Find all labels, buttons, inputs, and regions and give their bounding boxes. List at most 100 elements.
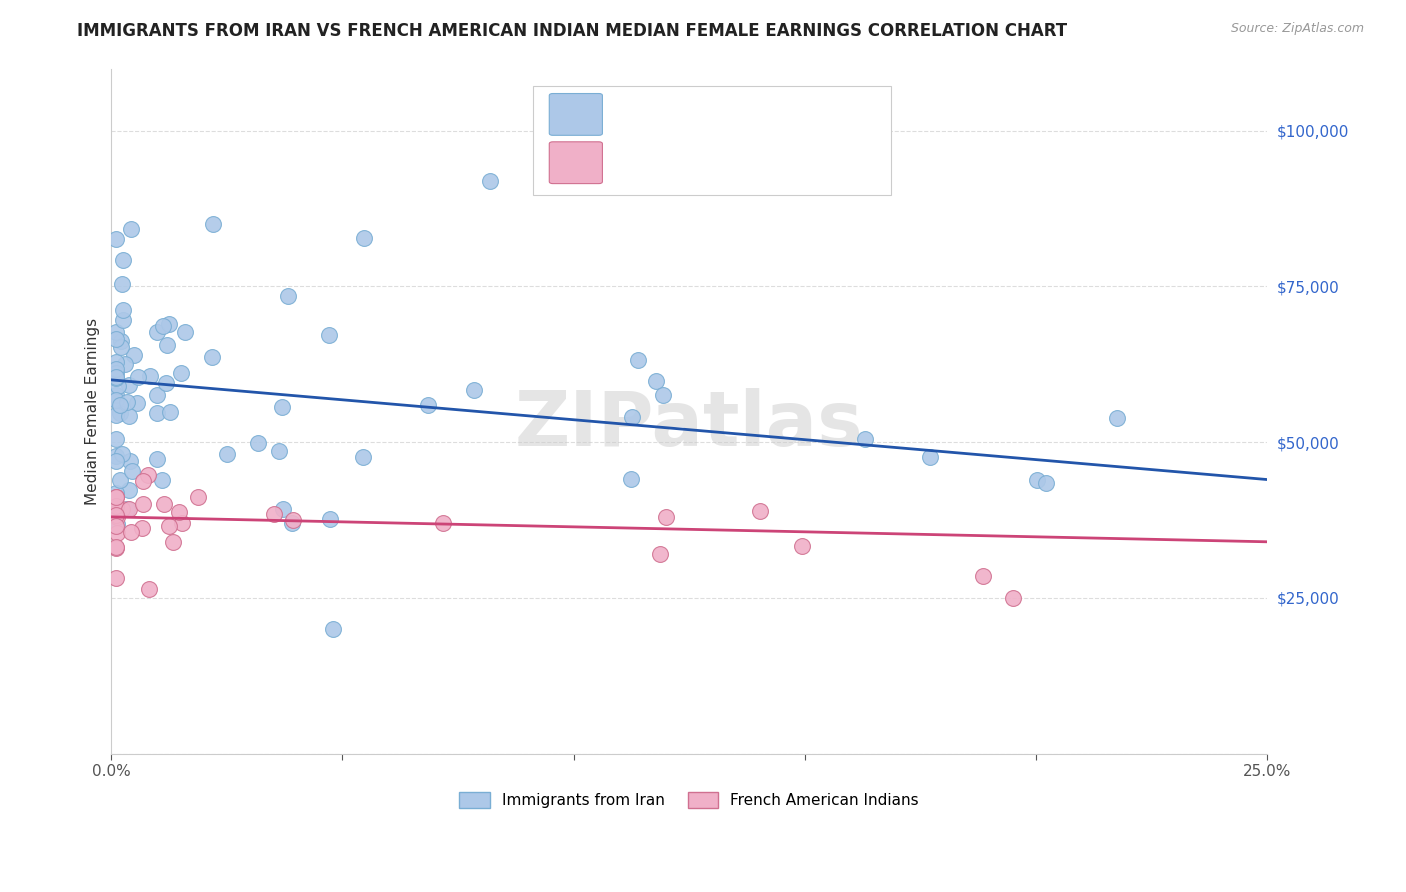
FancyBboxPatch shape bbox=[550, 94, 602, 136]
Point bbox=[110, 340, 132, 354]
Text: R = -0.245: R = -0.245 bbox=[617, 107, 699, 122]
Text: N = 79: N = 79 bbox=[758, 107, 815, 122]
Point bbox=[648, 548, 671, 562]
Point bbox=[108, 406, 131, 420]
FancyBboxPatch shape bbox=[550, 142, 602, 184]
Point bbox=[651, 388, 673, 402]
Point bbox=[281, 513, 304, 527]
Point bbox=[159, 519, 181, 533]
Point bbox=[152, 318, 174, 333]
Point bbox=[318, 511, 340, 525]
Text: IMMIGRANTS FROM IRAN VS FRENCH AMERICAN INDIAN MEDIAN FEMALE EARNINGS CORRELATIO: IMMIGRANTS FROM IRAN VS FRENCH AMERICAN … bbox=[77, 22, 1067, 40]
Point bbox=[620, 473, 643, 487]
Point bbox=[972, 569, 994, 583]
Point bbox=[105, 371, 128, 385]
Point bbox=[121, 464, 143, 478]
Point bbox=[463, 383, 485, 397]
Point bbox=[655, 509, 678, 524]
Point bbox=[281, 516, 304, 530]
Point bbox=[155, 376, 177, 390]
Point bbox=[105, 500, 128, 514]
Point bbox=[111, 277, 134, 292]
Point bbox=[111, 447, 134, 461]
Point bbox=[159, 405, 181, 419]
Point bbox=[105, 526, 128, 541]
Point bbox=[145, 387, 167, 401]
Point bbox=[111, 302, 134, 317]
Point bbox=[247, 435, 270, 450]
Point bbox=[118, 409, 141, 423]
Point bbox=[105, 388, 128, 402]
Point bbox=[162, 534, 184, 549]
Point bbox=[114, 357, 136, 371]
Point bbox=[111, 253, 134, 268]
Point bbox=[202, 217, 225, 231]
Point bbox=[105, 509, 128, 524]
Point bbox=[353, 231, 375, 245]
Point bbox=[1035, 476, 1057, 491]
Point bbox=[105, 232, 128, 246]
Point bbox=[105, 507, 128, 521]
Point bbox=[120, 222, 142, 236]
Point bbox=[792, 539, 814, 553]
Text: R = -0.109: R = -0.109 bbox=[617, 155, 700, 170]
Point bbox=[273, 502, 295, 516]
Point bbox=[120, 524, 142, 539]
Point bbox=[115, 395, 138, 409]
Point bbox=[146, 406, 169, 420]
FancyBboxPatch shape bbox=[533, 86, 891, 195]
Point bbox=[105, 325, 128, 339]
Point bbox=[118, 501, 141, 516]
Point bbox=[620, 410, 643, 425]
Point bbox=[352, 450, 374, 464]
Point bbox=[416, 398, 439, 412]
Point bbox=[157, 317, 180, 331]
Point bbox=[105, 519, 128, 533]
Point bbox=[105, 486, 128, 500]
Point bbox=[138, 582, 160, 597]
Point bbox=[136, 467, 159, 482]
Point bbox=[217, 447, 239, 461]
Point bbox=[277, 289, 299, 303]
Point bbox=[105, 454, 128, 468]
Point bbox=[108, 473, 131, 487]
Point bbox=[112, 313, 135, 327]
Point bbox=[122, 348, 145, 362]
Point bbox=[1001, 591, 1024, 605]
Point bbox=[645, 374, 668, 388]
Point bbox=[105, 541, 128, 555]
Point bbox=[118, 377, 141, 392]
Point bbox=[145, 326, 167, 340]
Point bbox=[146, 451, 169, 466]
Point bbox=[271, 400, 294, 414]
Text: ZIPatlas: ZIPatlas bbox=[515, 388, 863, 462]
Point bbox=[105, 449, 128, 463]
Point bbox=[105, 490, 128, 504]
Point bbox=[263, 507, 285, 521]
Point bbox=[432, 516, 454, 530]
Point bbox=[920, 450, 942, 464]
Point bbox=[131, 521, 153, 535]
Point bbox=[150, 473, 173, 487]
Point bbox=[627, 352, 650, 367]
Point bbox=[170, 516, 193, 531]
Y-axis label: Median Female Earnings: Median Female Earnings bbox=[86, 318, 100, 505]
Point bbox=[105, 408, 128, 422]
Point bbox=[153, 497, 176, 511]
Point bbox=[167, 505, 190, 519]
Point bbox=[118, 454, 141, 468]
Point bbox=[105, 501, 128, 516]
Point bbox=[1107, 411, 1129, 425]
Point bbox=[105, 490, 128, 504]
Point bbox=[105, 362, 128, 376]
Point bbox=[105, 571, 128, 585]
Point bbox=[118, 483, 141, 498]
Text: N = 35: N = 35 bbox=[758, 155, 815, 170]
Point bbox=[322, 622, 344, 636]
Point bbox=[105, 332, 128, 346]
Point bbox=[170, 366, 193, 380]
Point bbox=[110, 398, 132, 412]
Point bbox=[105, 432, 128, 446]
Point bbox=[318, 328, 340, 343]
Point bbox=[749, 504, 772, 518]
